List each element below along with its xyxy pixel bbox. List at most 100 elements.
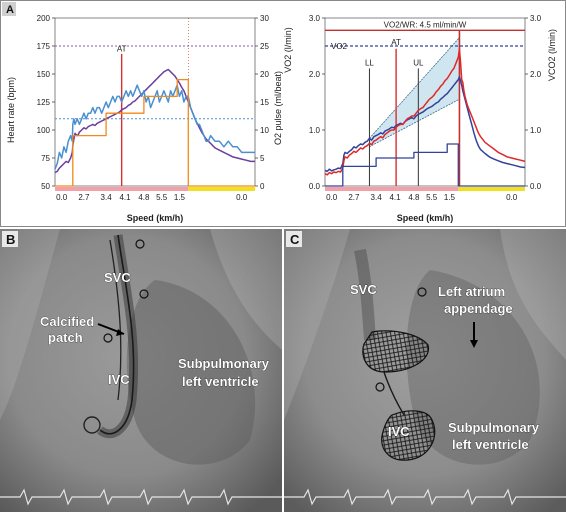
- y-tick-label-right: 0.0: [530, 182, 542, 191]
- xray-b-lung-left: [0, 229, 60, 420]
- xray-b-heart-shadow: [126, 280, 256, 465]
- at-label-right: AT: [391, 38, 401, 47]
- xray-b-conduit-edge: [99, 234, 135, 435]
- y-tick-label-left: 50: [41, 182, 50, 191]
- y-tick-label-left: 2.0: [309, 70, 321, 79]
- x-tick-label: 1.5: [174, 193, 186, 202]
- stent-upper: [362, 330, 429, 373]
- series-line-heart_rate: [54, 68, 255, 174]
- y-tick-label-right: 30: [260, 14, 269, 23]
- x-tick-label: 3.4: [101, 193, 113, 202]
- label-ivc-c: IVC: [388, 424, 410, 439]
- vo2-wr-label: VO2/WR: 4.5 ml/min/W: [384, 20, 467, 29]
- x-tick-label: 0.0: [506, 193, 518, 202]
- x-axis-label-left: Speed (km/h): [127, 213, 184, 223]
- phase-bar-exercise: [325, 187, 459, 191]
- y-axis-label-heart-rate: Heart rate (bpm): [6, 77, 16, 143]
- x-tick-label: 4.1: [119, 193, 131, 202]
- y-tick-label-right: 3.0: [530, 14, 542, 23]
- xray-c-lung-left: [284, 229, 350, 420]
- label-svc-c: SVC: [350, 282, 377, 297]
- y-tick-label-right: 5: [260, 154, 265, 163]
- x-tick-label: 5.5: [426, 193, 438, 202]
- xray-b-wire: [109, 239, 122, 401]
- series-line-workload: [55, 78, 255, 187]
- chart-vo2-vco2: 0.0 1.0 2.0 3.0 0.0 1.0 2.0 3.0 0.0 2.7 3.4 4.1 4.8 5…: [283, 14, 557, 223]
- x-tick-label: 2.7: [78, 193, 90, 202]
- ecg-trace-b: [0, 488, 282, 506]
- xray-c-svc-shadow: [354, 248, 376, 341]
- y-tick-label-left: 150: [37, 70, 51, 79]
- xray-b-clip-2: [139, 289, 149, 299]
- x-tick-label: 4.1: [389, 193, 401, 202]
- xray-c-background: [284, 229, 566, 512]
- y-tick-label-left: 3.0: [309, 14, 321, 23]
- xray-c-heart-shadow: [406, 270, 540, 465]
- y-tick-label-right: 0: [260, 182, 265, 191]
- xray-c-clip-2: [375, 382, 385, 392]
- xray-b-clip-1: [135, 239, 145, 249]
- phase-bar-recovery: [458, 187, 525, 191]
- phase-bar-recovery: [188, 187, 255, 191]
- y-axis-label-vco2: VCO2 (l/min): [547, 29, 557, 81]
- x-tick-label: 1.5: [444, 193, 456, 202]
- series-line-o2_pulse: [54, 84, 255, 170]
- y-tick-label-right: 10: [260, 126, 269, 135]
- y-tick-label-right: 25: [260, 42, 269, 51]
- appendage-arrowhead: [470, 340, 478, 348]
- calcified-patch-arrowhead: [116, 329, 124, 336]
- vo2-ref-label: VO2: [331, 42, 348, 51]
- x-tick-label: 0.0: [56, 193, 68, 202]
- label-calcified-patch: Calcified patch: [40, 314, 94, 345]
- plot-area-left: [54, 17, 256, 187]
- label-left-atrium-appendage: Left atrium appendage: [438, 284, 513, 316]
- y-tick-label-left: 200: [37, 14, 51, 23]
- y-tick-label-left: 175: [37, 42, 51, 51]
- series-line-vco2: [324, 48, 526, 176]
- series-line-workload: [325, 143, 525, 187]
- xray-b-clip-3: [103, 333, 113, 343]
- ecg-trace-c: [284, 488, 566, 506]
- ul-label: UL: [413, 59, 424, 68]
- chart-heart-rate-o2-pulse: 50 75 100 125 150 175 200 0 5 10 15 20 25 30 0.0 2.7 3.4…: [6, 14, 283, 223]
- x-axis-label-right: Speed (km/h): [397, 213, 454, 223]
- panel-a-label-bg: [2, 2, 16, 16]
- x-tick-label: 4.8: [408, 193, 420, 202]
- xray-c-clip-1: [417, 287, 427, 297]
- y-tick-label-left: 125: [37, 98, 51, 107]
- y-tick-label-left: 1.0: [309, 126, 321, 135]
- phase-bar-exercise: [55, 187, 189, 191]
- ll-label: LL: [365, 59, 374, 68]
- xray-b-coil: [83, 416, 101, 434]
- label-svc-b: SVC: [104, 270, 131, 285]
- x-tick-label: 2.7: [348, 193, 360, 202]
- panel-c-xray: C SVC Left atrium appendage IVC Subpulmon…: [284, 229, 566, 512]
- x-tick-label: 3.4: [371, 193, 383, 202]
- label-subpulmonary-b: Subpulmonary left ventricle: [178, 356, 270, 389]
- panel-b-xray: B SVC Calcified patch IVC Subpulmonary lef…: [0, 229, 282, 512]
- xray-c-tunnel: [383, 371, 405, 416]
- chart-right-content: 0.0 1.0 2.0 3.0 0.0 1.0 2.0 3.0 0.0 2.7 3.4 4.1 4.8 5…: [309, 14, 542, 202]
- label-subpulmonary-c: Subpulmonary left ventricle: [448, 420, 540, 452]
- at-label: AT: [117, 45, 127, 54]
- series-line-vo2: [324, 76, 526, 173]
- y-axis-label-vo2: VO2 (l/min): [283, 27, 293, 73]
- x-tick-label: 4.8: [138, 193, 150, 202]
- panel-b-label: B: [6, 232, 15, 247]
- label-ivc-b: IVC: [108, 372, 130, 387]
- y-tick-label-right: 15: [260, 98, 269, 107]
- panel-c-label: C: [290, 232, 300, 247]
- xray-b-background: [0, 229, 282, 512]
- y-axis-label-o2-pulse: O2 pulse (ml/beat): [273, 71, 283, 145]
- x-tick-label: 0.0: [236, 193, 248, 202]
- x-tick-label: 0.0: [326, 193, 338, 202]
- y-tick-label-left: 0.0: [309, 182, 321, 191]
- xray-b-lung-right: [210, 229, 282, 350]
- stent-lower: [381, 410, 436, 461]
- chart-left-content: 50 75 100 125 150 175 200 0 5 10 15 20 25 30 0.0 2.7 3.4…: [37, 14, 270, 202]
- y-tick-label-right: 2.0: [530, 70, 542, 79]
- y-tick-label-left: 100: [37, 126, 51, 135]
- y-tick-label-left: 75: [41, 154, 50, 163]
- panel-c-label-bg: [286, 231, 302, 247]
